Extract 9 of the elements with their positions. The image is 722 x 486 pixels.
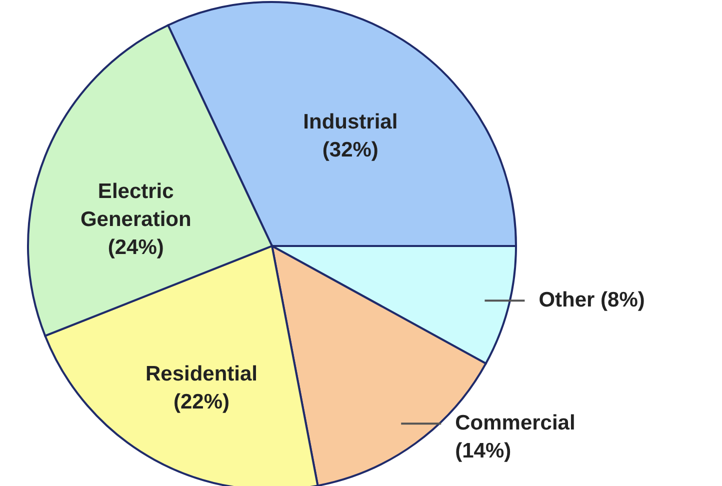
slice-label: Electric Generation (80, 180, 192, 232)
data-label: (24%) (108, 236, 164, 260)
data-label: (32%) (322, 138, 378, 162)
slice-label: Industrial (303, 110, 398, 134)
slice-label: Residential (145, 362, 258, 386)
slice-label: Other (8%) (538, 288, 645, 312)
slice-label: Commercial (455, 412, 576, 435)
data-label: (22%) (173, 390, 230, 414)
data-label: (14%) (455, 440, 512, 463)
